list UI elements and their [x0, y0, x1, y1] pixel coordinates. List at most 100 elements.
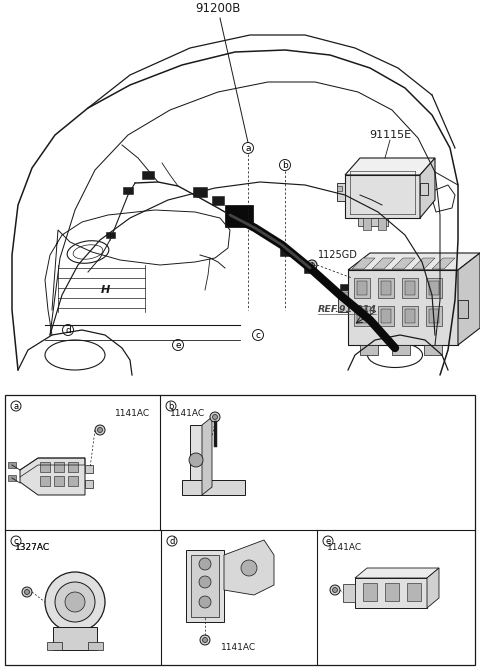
Circle shape	[307, 260, 317, 270]
Bar	[225, 205, 253, 227]
Bar	[354, 278, 370, 298]
Bar	[142, 171, 154, 179]
Text: c: c	[255, 330, 261, 340]
Bar	[426, 306, 442, 326]
Polygon shape	[202, 417, 212, 495]
Bar	[337, 186, 342, 191]
Text: e: e	[175, 341, 181, 350]
Text: a: a	[13, 402, 19, 411]
Text: e: e	[325, 537, 331, 546]
Circle shape	[199, 576, 211, 588]
Bar	[68, 476, 78, 486]
Bar	[458, 300, 468, 318]
Bar	[343, 584, 355, 602]
Bar	[358, 218, 388, 226]
Text: 1141AC: 1141AC	[327, 543, 362, 553]
Text: a: a	[245, 144, 251, 153]
Polygon shape	[224, 540, 274, 595]
Bar	[193, 187, 207, 197]
Bar	[402, 278, 418, 298]
Text: 1141AC: 1141AC	[115, 409, 150, 417]
Bar	[191, 555, 219, 617]
Bar	[338, 292, 348, 298]
Bar	[429, 281, 439, 295]
Bar	[85, 480, 93, 488]
Text: 1327AC: 1327AC	[15, 543, 50, 553]
Circle shape	[241, 560, 257, 576]
Circle shape	[97, 427, 103, 432]
Circle shape	[210, 412, 220, 422]
Polygon shape	[348, 253, 480, 270]
Bar	[68, 462, 78, 472]
Polygon shape	[352, 258, 375, 269]
Text: 1125GD: 1125GD	[318, 250, 358, 260]
Circle shape	[310, 262, 314, 268]
Circle shape	[199, 558, 211, 570]
Polygon shape	[412, 258, 435, 269]
Bar	[40, 476, 50, 486]
Text: REF.91-914: REF.91-914	[318, 306, 377, 314]
Circle shape	[95, 425, 105, 435]
Bar	[304, 264, 316, 272]
Bar	[354, 306, 370, 326]
Polygon shape	[355, 568, 439, 578]
Circle shape	[330, 585, 340, 595]
Bar	[402, 306, 418, 326]
Text: 91200B: 91200B	[195, 2, 240, 15]
Bar	[355, 578, 427, 608]
Bar	[357, 309, 367, 323]
Text: 1141AC: 1141AC	[221, 642, 257, 652]
Bar	[405, 281, 415, 295]
Polygon shape	[372, 258, 395, 269]
Bar	[123, 187, 133, 193]
Text: d: d	[65, 326, 71, 334]
Bar	[363, 583, 377, 601]
Circle shape	[189, 453, 203, 467]
Bar	[407, 583, 421, 601]
Bar	[339, 284, 350, 292]
Bar	[338, 290, 348, 312]
Text: H: H	[100, 285, 109, 295]
Bar	[88, 642, 103, 650]
Bar	[357, 281, 367, 295]
Bar	[392, 345, 410, 355]
Bar	[420, 183, 428, 195]
Circle shape	[24, 589, 29, 595]
Polygon shape	[182, 480, 245, 495]
Bar	[380, 198, 392, 207]
Bar	[106, 232, 115, 238]
Text: 1141AC: 1141AC	[170, 409, 205, 417]
Text: b: b	[282, 161, 288, 170]
Bar	[85, 465, 93, 473]
Text: b: b	[168, 402, 174, 411]
Polygon shape	[348, 270, 458, 345]
Bar	[54, 476, 64, 486]
Text: 1327AC: 1327AC	[15, 543, 50, 553]
Polygon shape	[53, 627, 97, 650]
Bar	[360, 345, 378, 355]
Polygon shape	[458, 253, 480, 345]
Bar	[47, 642, 62, 650]
Bar	[378, 278, 394, 298]
Bar	[365, 302, 375, 308]
Polygon shape	[345, 175, 420, 218]
Circle shape	[22, 587, 32, 597]
Bar	[54, 462, 64, 472]
Circle shape	[200, 635, 210, 645]
Polygon shape	[190, 425, 202, 495]
Bar	[378, 218, 386, 230]
Bar	[381, 309, 391, 323]
Circle shape	[333, 587, 337, 593]
Circle shape	[45, 572, 105, 632]
Bar	[426, 278, 442, 298]
Bar	[385, 583, 399, 601]
Polygon shape	[432, 258, 455, 269]
Circle shape	[199, 596, 211, 608]
Bar	[381, 281, 391, 295]
Bar	[279, 248, 290, 256]
Bar	[40, 462, 50, 472]
Bar	[5, 395, 475, 665]
Text: c: c	[14, 537, 18, 546]
Polygon shape	[427, 568, 439, 608]
Polygon shape	[420, 158, 435, 218]
